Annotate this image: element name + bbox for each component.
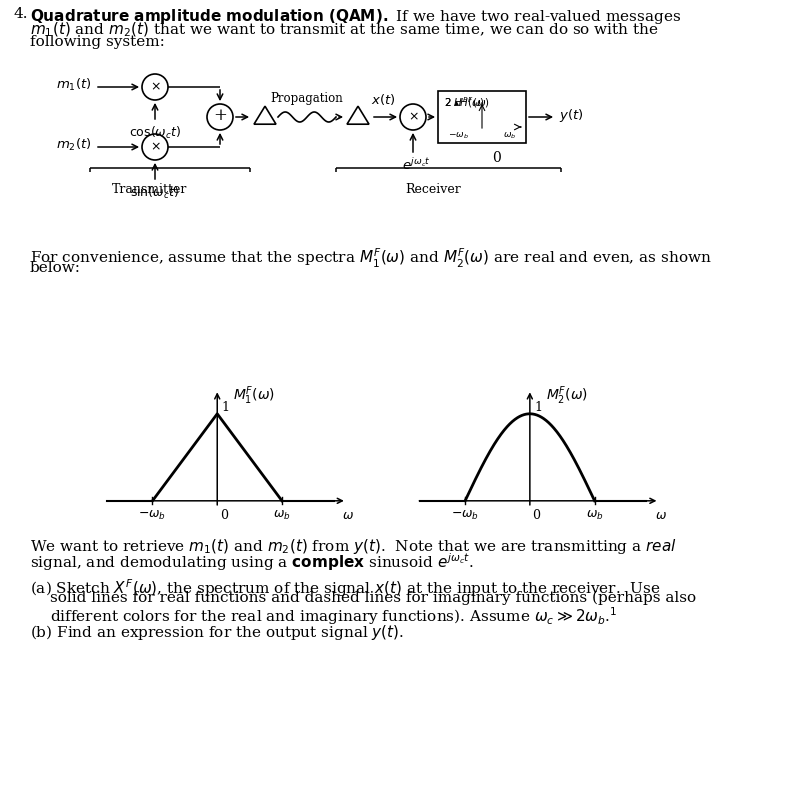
Text: $-\omega_b$: $-\omega_b$: [450, 508, 478, 522]
Text: Transmitter: Transmitter: [112, 183, 187, 196]
Text: $\cos(\omega_c t)$: $\cos(\omega_c t)$: [129, 125, 181, 141]
Text: $M_2^F(\omega)$: $M_2^F(\omega)$: [545, 384, 587, 407]
Text: $e^{j\omega_c t}$: $e^{j\omega_c t}$: [401, 157, 430, 173]
Text: $M_1^F(\omega)$: $M_1^F(\omega)$: [233, 384, 275, 407]
Text: $\times$: $\times$: [149, 140, 161, 153]
Text: $\times$: $\times$: [149, 81, 161, 94]
Text: $m_1(t)$ and $m_2(t)$ that we want to transmit at the same time, we can do so wi: $m_1(t)$ and $m_2(t)$ that we want to tr…: [30, 21, 658, 40]
Text: $\omega$: $\omega$: [341, 508, 354, 521]
Text: signal, and demodulating using a $\mathbf{complex}$ sinusoid $e^{j\omega_c t}$.: signal, and demodulating using a $\mathb…: [30, 551, 473, 573]
Text: (b) Find an expression for the output signal $y(t)$.: (b) Find an expression for the output si…: [30, 623, 404, 642]
Text: +: +: [212, 107, 226, 124]
Text: $\omega$: $\omega$: [654, 508, 666, 521]
Text: (a) Sketch $X^F(\omega)$, the spectrum of the signal $x(t)$ at the input to the : (a) Sketch $X^F(\omega)$, the spectrum o…: [30, 577, 660, 599]
Text: $2\ H^F(\omega)$: $2\ H^F(\omega)$: [444, 95, 484, 110]
Text: $-\omega_b$: $-\omega_b$: [138, 508, 166, 522]
Text: $m_1(t)$: $m_1(t)$: [57, 77, 92, 93]
Text: 1: 1: [534, 401, 542, 414]
Text: following system:: following system:: [30, 35, 165, 49]
Text: Receiver: Receiver: [405, 183, 461, 196]
Text: For convenience, assume that the spectra $M_1^F(\omega)$ and $M_2^F(\omega)$ are: For convenience, assume that the spectra…: [30, 247, 710, 270]
Text: $y(t)$: $y(t)$: [558, 107, 583, 123]
Text: below:: below:: [30, 261, 81, 275]
Text: $-\omega_b$: $-\omega_b$: [447, 131, 468, 141]
Text: $m_2(t)$: $m_2(t)$: [57, 137, 92, 153]
Text: 0: 0: [492, 151, 500, 165]
Bar: [437, 91, 526, 143]
Text: 0: 0: [532, 508, 540, 521]
Text: $2\ \blacktriangle H^F(\omega)$: $2\ \blacktriangle H^F(\omega)$: [444, 95, 490, 110]
Text: 0: 0: [220, 508, 228, 521]
Text: We want to retrieve $m_1(t)$ and $m_2(t)$ from $y(t)$.  Note that we are transmi: We want to retrieve $m_1(t)$ and $m_2(t)…: [30, 537, 676, 556]
Text: $\omega_b$: $\omega_b$: [585, 508, 603, 522]
Text: $\omega_b$: $\omega_b$: [272, 508, 290, 522]
Text: $\sin(\omega_c t)$: $\sin(\omega_c t)$: [131, 185, 179, 201]
Text: $\times$: $\times$: [407, 111, 418, 123]
Text: 4.: 4.: [14, 7, 28, 21]
Text: 1: 1: [221, 401, 230, 414]
Text: different colors for the real and imaginary functions). Assume $\omega_c \gg 2\o: different colors for the real and imagin…: [50, 605, 617, 627]
Text: $x(t)$: $x(t)$: [371, 92, 395, 107]
Text: $\mathbf{Quadrature\ amplitude\ modulation\ (QAM).}$$\ $If we have two real-valu: $\mathbf{Quadrature\ amplitude\ modulati…: [30, 7, 680, 26]
Text: $\omega_b$: $\omega_b$: [503, 131, 516, 141]
Text: solid lines for real functions and dashed lines for imaginary functions (perhaps: solid lines for real functions and dashe…: [50, 591, 695, 605]
Text: Propagation: Propagation: [270, 92, 343, 105]
